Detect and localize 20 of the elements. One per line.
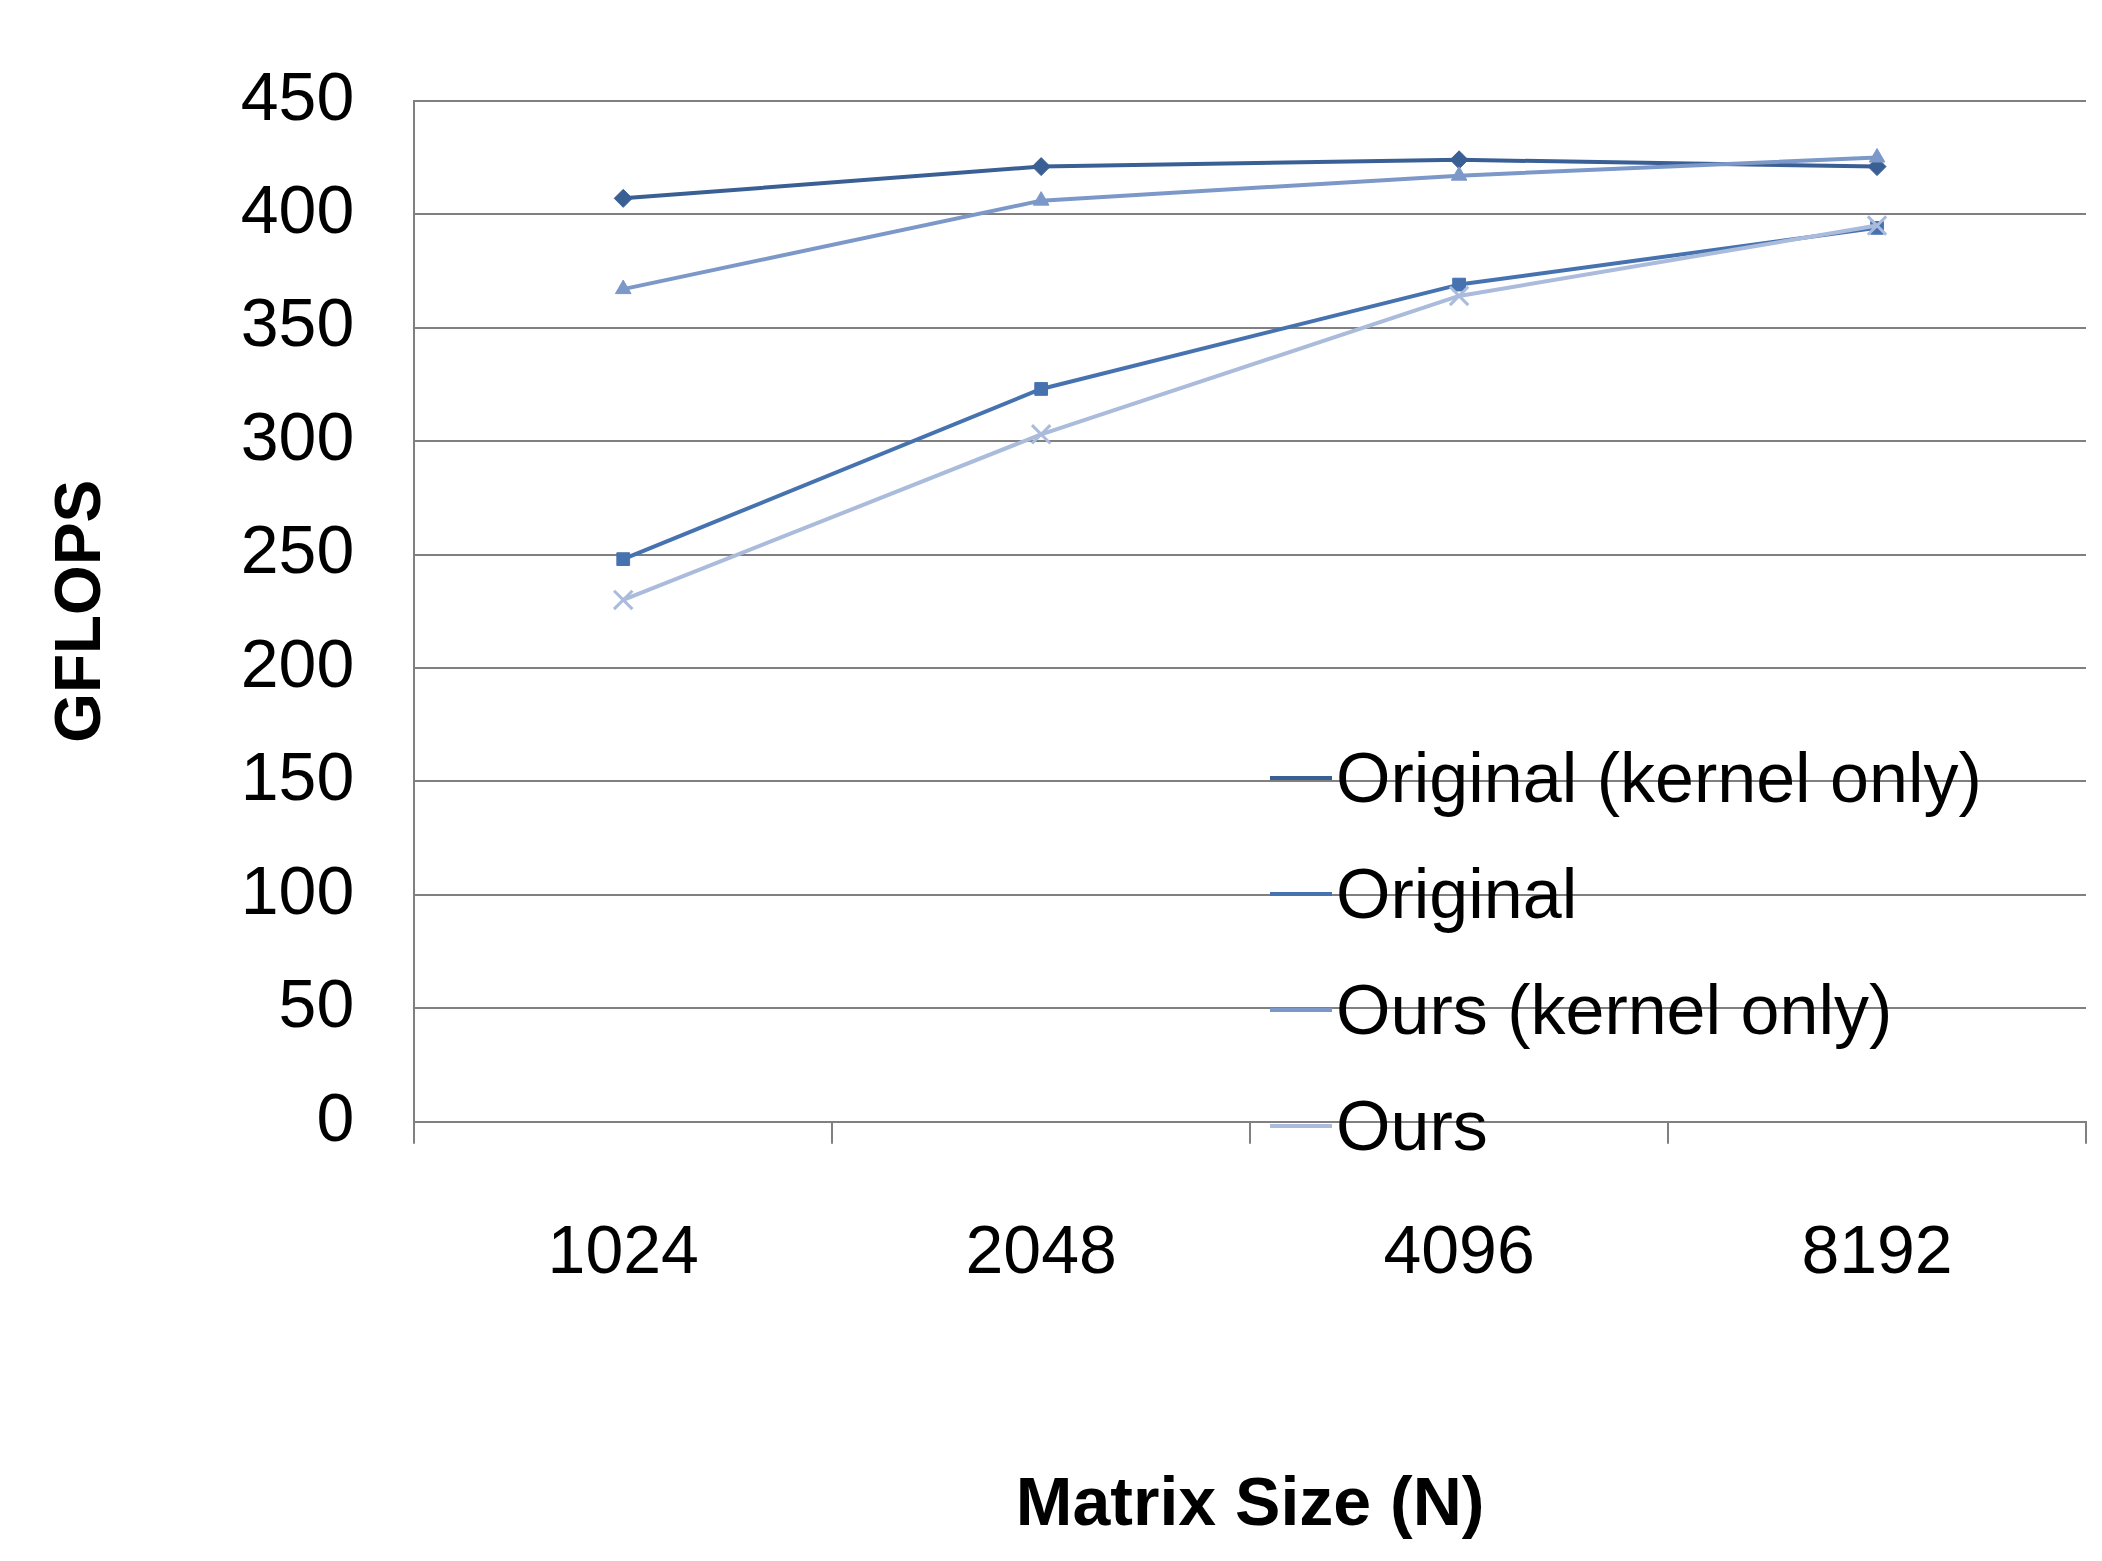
legend-label: Ours (kernel only) <box>1336 970 1893 1051</box>
y-tick-label: 0 <box>316 1078 355 1155</box>
y-tick-label: 150 <box>240 738 355 815</box>
y-axis-title: GFLOPS <box>42 479 115 743</box>
y-tick-label: 100 <box>240 851 355 928</box>
legend-label: Original (kernel only) <box>1336 738 1982 819</box>
y-tick-label: 300 <box>240 397 355 474</box>
y-tick-label: 50 <box>278 965 355 1042</box>
y-tick-label: 400 <box>240 170 355 247</box>
y-tick-label: 350 <box>240 284 355 361</box>
y-tick-label: 450 <box>240 57 355 134</box>
x-tick-label: 1024 <box>547 1211 699 1288</box>
legend-label: Ours <box>1336 1086 1488 1167</box>
legend-label: Original <box>1336 854 1578 935</box>
x-tick-label: 8192 <box>1801 1211 1953 1288</box>
x-tick-label: 4096 <box>1383 1211 1535 1288</box>
y-tick-label: 250 <box>240 511 355 588</box>
x-axis-title: Matrix Size (N) <box>1015 1462 1485 1539</box>
y-tick-label: 200 <box>240 624 355 701</box>
x-tick-label: 2048 <box>965 1211 1117 1288</box>
